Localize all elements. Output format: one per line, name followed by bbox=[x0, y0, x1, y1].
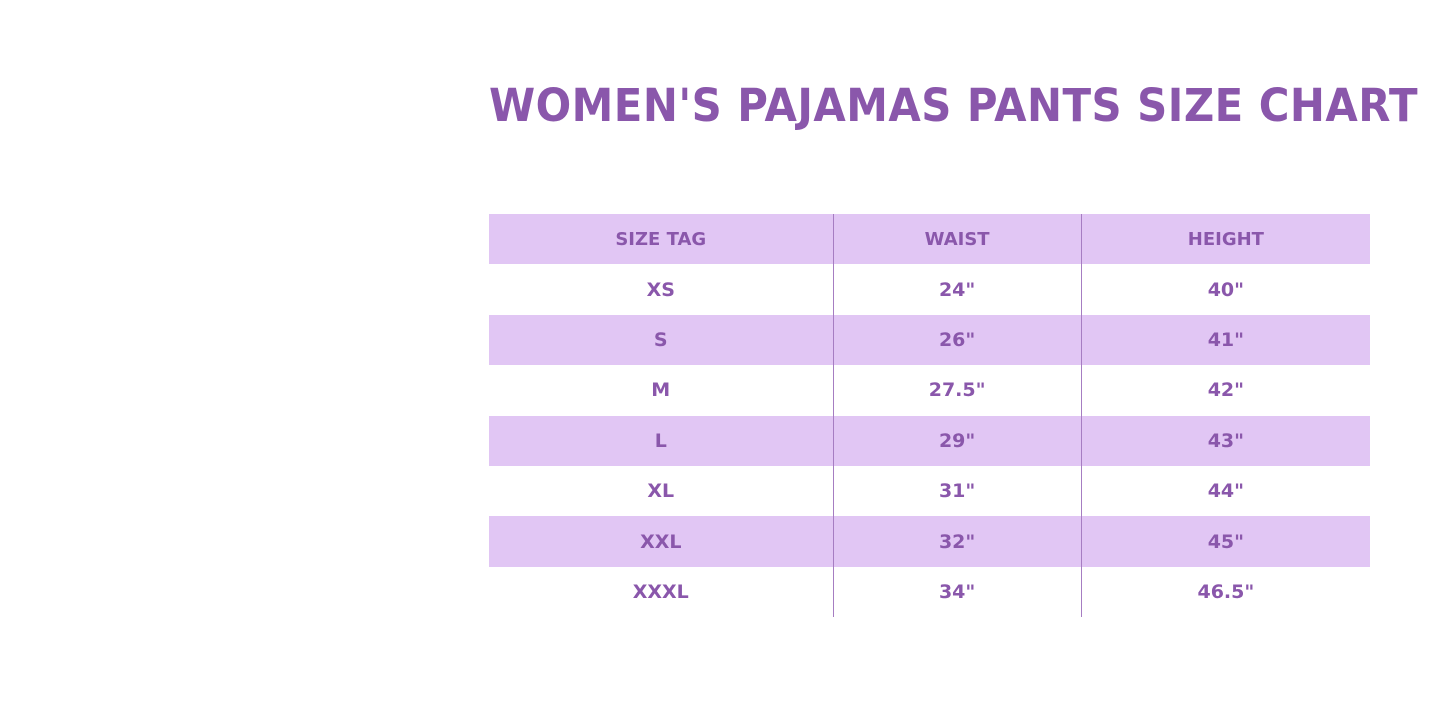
header-waist: WAIST bbox=[832, 214, 1082, 265]
waist-cell: 31" bbox=[832, 465, 1082, 517]
height-cell: 40" bbox=[1080, 264, 1370, 315]
height-cell: 46.5" bbox=[1080, 566, 1370, 618]
header-row: SIZE TAG WAIST HEIGHT bbox=[489, 214, 1370, 265]
waist-cell: 29" bbox=[832, 415, 1082, 466]
size-cell: XXXL bbox=[632, 580, 689, 603]
waist-cell: 26" bbox=[832, 314, 1082, 366]
height-cell: 44" bbox=[1080, 465, 1370, 517]
waist-cell: 24" bbox=[832, 264, 1082, 315]
waist-cell: 27.5" bbox=[832, 365, 1082, 416]
size-chart-table: SIZE TAG WAIST HEIGHT XS 24" 40" S 26" 41" M 27… bbox=[489, 214, 1370, 618]
height-cell: 41" bbox=[1080, 314, 1370, 366]
table-row: M 27.5" 42" bbox=[489, 365, 1370, 416]
height-cell: 45" bbox=[1080, 516, 1370, 567]
table-row: L 29" 43" bbox=[489, 415, 1370, 466]
table-row: XXL 32" 45" bbox=[489, 516, 1370, 567]
table-row: XL 31" 44" bbox=[489, 465, 1370, 517]
table-row: S 26" 41" bbox=[489, 314, 1370, 366]
height-cell: 42" bbox=[1080, 365, 1370, 416]
height-cell: 43" bbox=[1080, 415, 1370, 466]
header-size-tag: SIZE TAG bbox=[615, 228, 707, 250]
table-row: XS 24" 40" bbox=[489, 264, 1370, 315]
page-title: WOMEN'S PAJAMAS PANTS SIZE CHART bbox=[489, 79, 1419, 132]
table-row: XXXL 34" 46.5" bbox=[489, 566, 1370, 618]
size-cell: XS bbox=[646, 278, 675, 301]
waist-cell: 34" bbox=[832, 566, 1082, 618]
size-cell: XL bbox=[647, 480, 675, 503]
size-cell: XXL bbox=[640, 530, 682, 553]
size-cell: S bbox=[653, 328, 668, 351]
size-cell: M bbox=[651, 379, 671, 402]
header-height: HEIGHT bbox=[1080, 214, 1370, 265]
size-cell: L bbox=[654, 429, 667, 452]
waist-cell: 32" bbox=[832, 516, 1082, 567]
